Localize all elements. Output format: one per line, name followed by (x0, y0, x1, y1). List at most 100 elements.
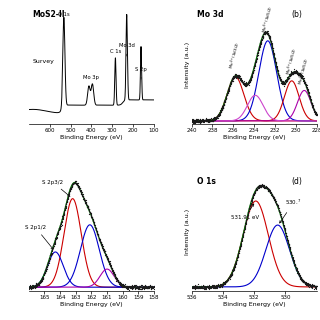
Point (210, 116, 215, 121)
Point (212, 116, 217, 122)
Point (301, 78, 307, 84)
Point (262, 29, 268, 34)
Point (246, 206, 252, 212)
Point (212, 115, 218, 120)
Point (300, 279, 306, 284)
Point (245, 81, 250, 86)
Point (234, 74, 239, 79)
Point (283, 231, 288, 236)
Point (233, 73, 238, 78)
Point (313, 284, 318, 289)
Point (94, 231, 100, 236)
Point (229, 80, 234, 85)
Point (220, 106, 225, 111)
Point (244, 218, 249, 223)
Point (127, 284, 132, 289)
Point (96, 236, 101, 241)
Point (107, 261, 112, 266)
Point (314, 112, 319, 117)
Point (264, 186, 269, 191)
Point (216, 285, 221, 290)
Point (100, 246, 105, 251)
Point (299, 278, 304, 283)
Point (139, 283, 144, 288)
Point (236, 250, 242, 255)
Point (213, 116, 219, 121)
Point (268, 190, 273, 195)
Point (199, 284, 204, 289)
Point (297, 71, 302, 76)
Point (101, 245, 106, 251)
Point (311, 283, 316, 288)
Point (234, 73, 239, 78)
Point (269, 41, 274, 46)
Point (252, 66, 257, 71)
Point (195, 285, 200, 291)
Point (277, 76, 283, 81)
Point (283, 78, 288, 84)
Point (269, 192, 274, 197)
Point (217, 112, 222, 117)
Point (300, 75, 305, 80)
Point (123, 283, 128, 288)
Point (286, 76, 292, 81)
Point (190, 284, 195, 289)
Point (42, 272, 47, 277)
Point (191, 285, 196, 290)
Point (35, 284, 40, 289)
Point (290, 70, 295, 75)
Point (289, 72, 294, 77)
Point (191, 118, 196, 124)
Point (221, 103, 226, 108)
Point (265, 185, 270, 190)
Point (201, 118, 206, 123)
Point (309, 103, 315, 108)
Point (261, 182, 266, 188)
Point (232, 264, 237, 269)
Point (229, 76, 235, 81)
Point (84, 200, 89, 205)
Point (124, 283, 129, 288)
Point (75, 182, 80, 187)
Point (259, 38, 264, 43)
Point (301, 75, 306, 80)
Point (253, 188, 258, 193)
Point (100, 243, 105, 248)
Point (47, 257, 52, 262)
Point (97, 237, 102, 242)
Point (215, 115, 220, 120)
Point (45, 260, 51, 266)
Point (237, 75, 242, 80)
Point (118, 282, 123, 287)
Point (40, 275, 45, 280)
Point (238, 77, 244, 82)
Point (304, 279, 309, 284)
Point (33, 281, 38, 286)
Point (116, 280, 121, 285)
Point (292, 262, 297, 267)
Point (285, 241, 291, 246)
Point (62, 208, 67, 213)
Point (220, 107, 225, 112)
Point (227, 85, 232, 91)
Point (212, 116, 218, 122)
Point (66, 192, 71, 197)
Point (238, 243, 243, 248)
Point (282, 79, 287, 84)
Point (122, 284, 127, 289)
Point (196, 119, 202, 124)
Point (30, 284, 36, 289)
Point (132, 284, 138, 289)
Point (76, 186, 82, 191)
Point (32, 285, 37, 291)
Point (90, 216, 95, 221)
Point (207, 284, 212, 289)
Point (104, 254, 109, 259)
Point (251, 192, 256, 197)
Point (34, 282, 39, 287)
Point (245, 80, 250, 85)
Point (303, 82, 308, 87)
Point (204, 119, 210, 124)
Point (222, 279, 228, 284)
Point (135, 284, 140, 289)
